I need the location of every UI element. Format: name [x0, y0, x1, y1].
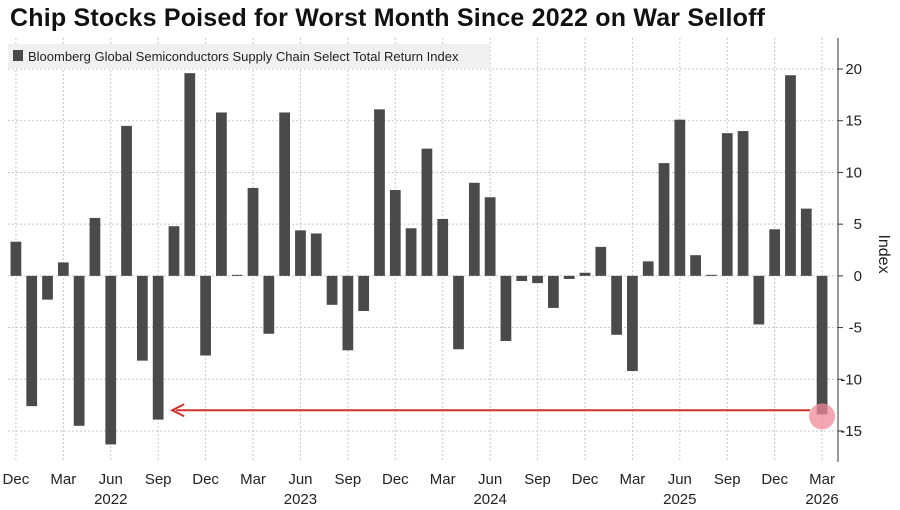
- y-tick-label: -15: [840, 423, 862, 440]
- x-tick-label: Dec: [572, 471, 599, 488]
- legend-swatch: [13, 50, 23, 61]
- bar: [168, 226, 180, 276]
- y-tick-label: 5: [854, 216, 862, 233]
- bar: [674, 119, 686, 276]
- x-year-label: 2022: [94, 491, 127, 508]
- bar: [658, 163, 670, 276]
- bar: [437, 218, 449, 276]
- x-tick-label: Dec: [3, 471, 30, 488]
- x-tick-label: Sep: [335, 471, 362, 488]
- bar: [563, 275, 575, 279]
- y-axis-title: Index: [875, 234, 892, 273]
- legend-label: Bloomberg Global Semiconductors Supply C…: [28, 49, 459, 64]
- y-tick-label: -5: [849, 320, 862, 337]
- bar: [358, 275, 370, 312]
- bar: [342, 275, 354, 351]
- bar: [769, 229, 781, 276]
- x-tick-label: Mar: [430, 471, 456, 488]
- bar: [216, 112, 227, 276]
- x-tick-label: Sep: [145, 471, 172, 488]
- bar: [200, 275, 211, 356]
- bar: [532, 275, 543, 284]
- x-tick-label: Mar: [619, 471, 645, 488]
- bar: [184, 73, 196, 276]
- bar: [737, 131, 749, 276]
- bar: [247, 187, 259, 276]
- bar: [500, 275, 512, 342]
- x-tick-label: Jun: [478, 471, 502, 488]
- x-tick-label: Mar: [50, 471, 76, 488]
- bar: [627, 275, 638, 371]
- legend: Bloomberg Global Semiconductors Supply C…: [8, 44, 490, 68]
- bar: [121, 125, 132, 276]
- bar: [468, 182, 480, 276]
- annotation-arrow-head: [169, 403, 185, 418]
- bar: [57, 262, 69, 276]
- bar: [374, 109, 385, 276]
- x-tick-label: Mar: [809, 471, 835, 488]
- bar: [279, 112, 291, 276]
- x-tick-labels: Dec Mar Jun 2022 Sep Dec Mar Jun 2023 Sep Dec Mar Ju…: [3, 471, 839, 508]
- bar: [706, 274, 717, 276]
- x-year-label: 2026: [805, 491, 838, 508]
- bar: [73, 275, 85, 426]
- bar: [326, 275, 338, 305]
- annotation: [169, 403, 836, 430]
- bar: [547, 275, 559, 308]
- highlight-marker: [809, 403, 836, 430]
- bar: [263, 275, 275, 334]
- y-tick-label: 20: [845, 61, 862, 78]
- bar: [453, 275, 464, 350]
- y-tick-labels: 20 15 10 5 0 -5 -10 -15: [838, 61, 862, 440]
- bar: [595, 246, 607, 276]
- x-tick-label: Sep: [714, 471, 741, 488]
- bar: [231, 274, 243, 276]
- bar: [721, 133, 733, 276]
- x-year-label: 2023: [284, 491, 317, 508]
- y-tick-label: 15: [845, 113, 862, 130]
- bar: [105, 275, 117, 445]
- bar: [152, 275, 164, 420]
- bar: [389, 190, 401, 276]
- legend-background: [8, 44, 490, 68]
- x-tick-label: Dec: [761, 471, 788, 488]
- bar: [310, 233, 322, 276]
- bar: [295, 230, 306, 276]
- x-tick-label: Sep: [524, 471, 551, 488]
- y-tick-label: 10: [845, 164, 862, 181]
- x-tick-label: Dec: [192, 471, 219, 488]
- bar: [484, 197, 496, 276]
- bar: [421, 148, 433, 276]
- bar: [579, 272, 591, 276]
- bar: [800, 208, 812, 276]
- bar: [816, 275, 828, 415]
- y-tick-label: 0: [854, 268, 862, 285]
- bar: [89, 217, 101, 276]
- bars: [10, 73, 828, 445]
- bar: [516, 275, 528, 282]
- bar: [642, 261, 654, 276]
- bar: [136, 275, 148, 361]
- bar: [10, 241, 22, 276]
- bar: [690, 255, 702, 276]
- x-tick-label: Jun: [288, 471, 312, 488]
- bar: [42, 275, 53, 300]
- x-year-label: 2024: [473, 491, 506, 508]
- bar: [405, 228, 417, 276]
- x-tick-label: Jun: [99, 471, 123, 488]
- bar: [753, 275, 765, 325]
- bar: [26, 275, 38, 407]
- x-tick-label: Dec: [382, 471, 409, 488]
- y-tick-label: -10: [840, 371, 862, 388]
- bar: [785, 75, 796, 276]
- x-tick-label: Mar: [240, 471, 266, 488]
- bar: [611, 275, 622, 335]
- x-tick-label: Jun: [668, 471, 692, 488]
- chart-title: Chip Stocks Poised for Worst Month Since…: [10, 4, 766, 32]
- x-year-label: 2025: [663, 491, 696, 508]
